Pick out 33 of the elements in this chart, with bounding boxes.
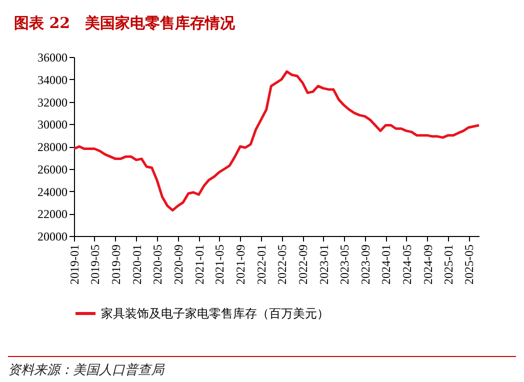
- x-tick-label: 2024-05: [400, 244, 414, 284]
- x-tick-label: 2022-01: [254, 244, 269, 284]
- y-tick-label: 30000: [38, 118, 68, 132]
- y-tick-label: 26000: [38, 162, 68, 176]
- x-tick-label: 2022-09: [296, 244, 310, 284]
- y-tick-label: 32000: [38, 95, 68, 110]
- x-tick-label: 2020-01: [130, 244, 144, 284]
- y-tick-label: 36000: [38, 50, 68, 64]
- x-tick-label: 2024-01: [379, 244, 394, 284]
- x-tick-label: 2025-01: [442, 244, 456, 284]
- x-tick-label: 2025-05: [462, 244, 476, 284]
- y-tick-label: 28000: [38, 140, 68, 154]
- x-tick-label: 2020-09: [171, 244, 186, 284]
- x-tick-label: 2022-05: [275, 244, 290, 284]
- x-tick-label: 2023-09: [358, 244, 372, 284]
- x-tick-label: 2019-05: [88, 244, 102, 284]
- line-series: [72, 70, 480, 212]
- x-tick-label: 2024-09: [420, 244, 435, 284]
- x-tick-label: 2023-05: [337, 244, 352, 284]
- text: 资料来源：美国人口普查局: [8, 356, 516, 379]
- x-tick-label: 2019-01: [68, 244, 82, 284]
- y-tick-label: 20000: [38, 230, 68, 244]
- x-tick-label: 2021-05: [212, 244, 227, 284]
- legend-label: 家具装饰及电子家电零售库存（百万美元）: [101, 306, 329, 320]
- x-tick-label: 2019-09: [108, 244, 123, 284]
- y-tick-label: 22000: [38, 207, 68, 222]
- x-tick-label: 2023-01: [316, 244, 331, 284]
- y-tick-label: 34000: [38, 72, 68, 87]
- x-tick-label: 2021-09: [234, 244, 248, 284]
- y-tick-label: 24000: [38, 184, 68, 199]
- x-tick-label: 2021-01: [192, 244, 206, 284]
- x-tick-label: 2020-05: [150, 244, 164, 284]
- chart-title: 图表 22 美国家电零售库存情况: [14, 14, 236, 32]
